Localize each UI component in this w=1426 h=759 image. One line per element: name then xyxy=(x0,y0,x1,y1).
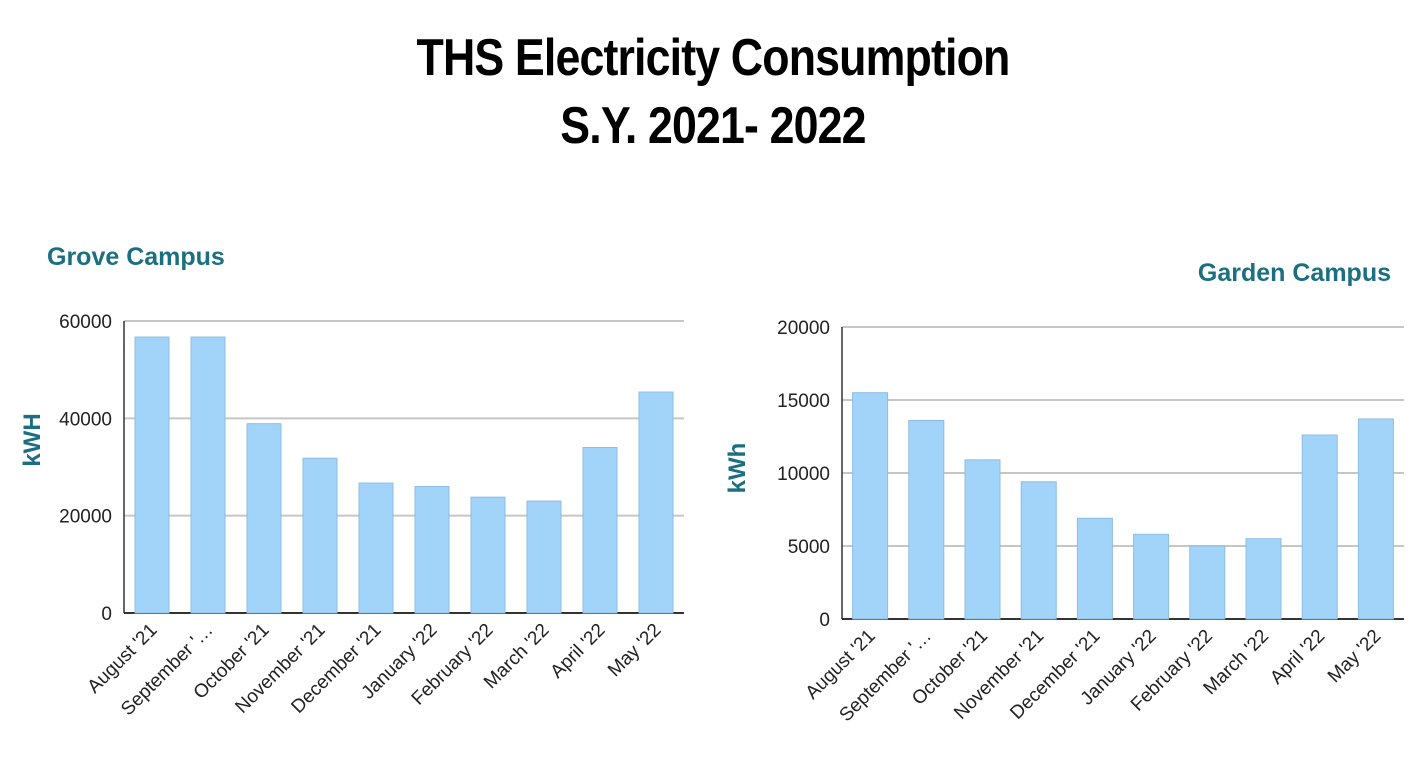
chart1-y-tick-label: 20000 xyxy=(59,507,112,528)
chart1-bar-5 xyxy=(358,482,394,614)
chart1-y-tick-label: 40000 xyxy=(59,409,112,430)
chart2-x-tick-label: May '22 xyxy=(1324,626,1385,687)
chart2-bar-2 xyxy=(908,419,945,620)
page-title-line-2: S.Y. 2021- 2022 xyxy=(560,97,866,155)
chart2-bar-7 xyxy=(1189,545,1226,620)
chart2-y-tick-label: 5000 xyxy=(788,537,830,558)
chart2-y-tick-label: 10000 xyxy=(777,464,830,485)
chart2-bar-4 xyxy=(1020,481,1057,620)
chart2-y-tick-label: 20000 xyxy=(777,318,830,339)
chart1-bar-1 xyxy=(134,336,170,614)
chart1-bar-6 xyxy=(414,485,450,614)
chart1-y-tick-label: 60000 xyxy=(59,312,112,333)
chart1-title: Grove Campus xyxy=(47,243,225,271)
chart2-bar-6 xyxy=(1133,533,1170,620)
chart1-x-tick-label: May '22 xyxy=(604,620,665,681)
chart2-bar-8 xyxy=(1245,538,1282,620)
chart2-title: Garden Campus xyxy=(1198,259,1391,287)
chart1-x-tick-label: April '22 xyxy=(547,620,610,683)
chart1-bar-4 xyxy=(302,457,338,614)
chart1-bar-10 xyxy=(638,391,674,614)
chart2-y-axis-label: kWh xyxy=(724,443,751,494)
chart2-bar-10 xyxy=(1357,418,1394,620)
chart2-bar-1 xyxy=(852,392,889,620)
chart1-y-tick-label: 0 xyxy=(101,604,112,625)
chart2-bar-3 xyxy=(964,459,1001,620)
chart2-y-tick-label: 0 xyxy=(819,610,830,631)
chart1-bar-9 xyxy=(582,447,618,614)
chart2-x-tick-label: April '22 xyxy=(1266,626,1329,689)
chart2-y-tick-label: 15000 xyxy=(777,391,830,412)
chart1-bar-2 xyxy=(190,336,226,614)
page-title-line-1: THS Electricity Consumption xyxy=(416,29,1011,87)
chart1-bar-8 xyxy=(526,500,562,614)
chart2-bar-9 xyxy=(1301,434,1338,620)
chart1-bar-7 xyxy=(470,496,506,614)
chart1-y-axis-label: kWH xyxy=(19,413,46,466)
chart1-bar-3 xyxy=(246,423,282,614)
chart2-bar-5 xyxy=(1076,517,1113,620)
